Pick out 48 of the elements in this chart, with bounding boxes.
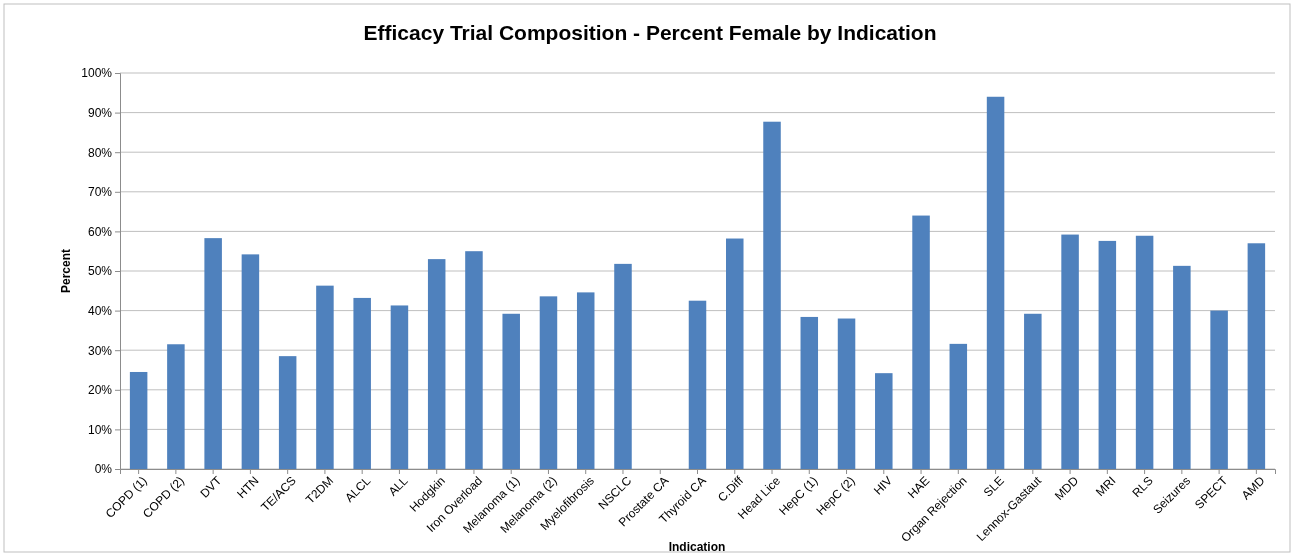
bar xyxy=(353,297,371,469)
bar xyxy=(614,263,632,469)
x-tick-label: RLS xyxy=(1129,473,1156,501)
y-tick-label: 50% xyxy=(87,264,113,279)
y-tick-label: 30% xyxy=(87,343,113,358)
bar xyxy=(837,318,856,469)
y-tick-label: 10% xyxy=(87,422,113,437)
bar xyxy=(576,292,595,469)
x-tick-label: HIV xyxy=(870,473,895,498)
bar xyxy=(502,313,520,469)
bar xyxy=(800,316,819,469)
bar xyxy=(1135,235,1154,469)
bar xyxy=(204,238,222,469)
bar xyxy=(278,356,297,469)
bar xyxy=(763,121,781,469)
bar xyxy=(949,343,968,469)
y-tick-label: 40% xyxy=(87,303,113,318)
bar xyxy=(390,305,409,469)
y-tick-label: 60% xyxy=(87,224,113,239)
x-tick-label: MRI xyxy=(1093,473,1119,500)
x-tick-label: ALL xyxy=(385,473,411,499)
bar xyxy=(688,300,707,469)
bar xyxy=(316,285,334,469)
bar xyxy=(986,96,1005,469)
bar xyxy=(241,254,260,469)
bar xyxy=(167,344,185,469)
bar xyxy=(1247,243,1266,469)
y-tick-label: 0% xyxy=(94,462,113,477)
bar xyxy=(1210,310,1228,469)
bar xyxy=(539,296,558,469)
bar xyxy=(427,259,446,469)
bar xyxy=(1098,240,1117,469)
y-tick-label: 90% xyxy=(87,105,113,120)
y-tick-label: 20% xyxy=(87,383,113,398)
bar xyxy=(1061,234,1079,469)
bar xyxy=(1024,313,1042,469)
bar xyxy=(1173,265,1191,469)
y-tick-label: 100% xyxy=(81,66,113,81)
y-tick-label: 80% xyxy=(87,145,113,160)
y-tick-label: 70% xyxy=(87,185,113,200)
bar xyxy=(465,251,483,469)
bar xyxy=(912,215,930,469)
y-axis-title: Percent xyxy=(59,248,73,294)
chart-title: Efficacy Trial Composition - Percent Female by Indication xyxy=(363,21,937,44)
bar xyxy=(726,238,744,469)
bar xyxy=(129,371,148,469)
x-axis-title: Indication xyxy=(668,540,726,554)
bar xyxy=(875,373,893,469)
